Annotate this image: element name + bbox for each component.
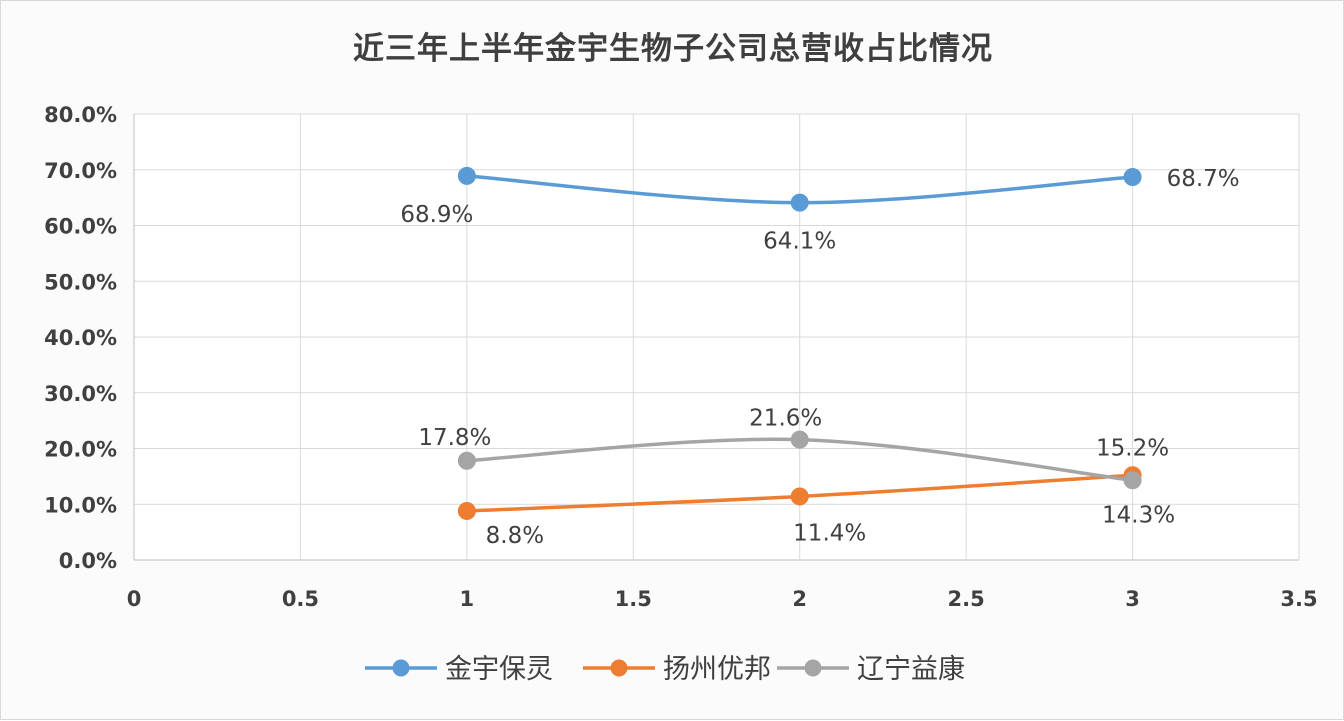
legend: 金宇保灵 扬州优邦 辽宁益康: [365, 654, 965, 685]
legend-item: 辽宁益康: [777, 654, 965, 685]
data-label: 17.8%: [418, 425, 491, 451]
x-tick-label: 3.5: [1280, 587, 1317, 611]
y-tick-label: 10.0%: [44, 493, 117, 517]
x-tick-label: 2: [792, 587, 807, 611]
legend-marker-icon: [392, 659, 410, 677]
grid-lines: [133, 113, 1300, 561]
data-point: [457, 451, 476, 470]
y-tick-label: 20.0%: [44, 438, 117, 462]
data-label: 8.8%: [486, 523, 544, 549]
data-label: 11.4%: [793, 520, 866, 546]
y-tick-label: 30.0%: [44, 382, 117, 406]
legend-label: 扬州优邦: [663, 654, 771, 685]
legend-marker-icon: [804, 659, 822, 677]
data-point: [1123, 167, 1142, 186]
data-label: 14.3%: [1102, 502, 1175, 528]
legend-marker-icon: [610, 659, 628, 677]
data-label: 68.7%: [1167, 166, 1240, 192]
axes: 0.0% 10.0% 20.0% 30.0% 40.0% 50.0% 60.0% 70.0% 8…: [44, 103, 1317, 611]
data-point: [1123, 471, 1142, 490]
data-point: [790, 193, 809, 212]
y-tick-label: 50.0%: [44, 270, 117, 294]
data-point: [790, 430, 809, 449]
y-tick-label: 70.0%: [44, 159, 117, 183]
x-tick-label: 3: [1125, 587, 1140, 611]
data-point: [790, 487, 809, 506]
x-tick-label: 0: [127, 587, 142, 611]
legend-label: 金宇保灵: [445, 654, 553, 685]
y-tick-label: 80.0%: [44, 103, 117, 127]
y-tick-label: 40.0%: [44, 326, 117, 350]
x-tick-label: 1: [460, 587, 475, 611]
y-tick-label: 60.0%: [44, 215, 117, 239]
legend-item: 金宇保灵: [365, 654, 553, 685]
series-lines: [457, 166, 1142, 520]
y-tick-label: 0.0%: [59, 549, 117, 573]
data-labels: 68.9% 64.1% 68.7% 8.8% 11.4% 15.2% 17.8% 21.6% 1…: [400, 166, 1239, 549]
data-label: 68.9%: [400, 202, 473, 228]
data-point: [457, 166, 476, 185]
x-tick-label: 0.5: [282, 587, 319, 611]
data-label: 21.6%: [749, 406, 822, 432]
legend-item: 扬州优邦: [583, 654, 771, 685]
chart-title: 近三年上半年金宇生物子公司总营收占比情况: [353, 31, 993, 67]
data-label: 15.2%: [1096, 435, 1169, 461]
legend-label: 辽宁益康: [857, 654, 965, 685]
x-tick-label: 1.5: [615, 587, 652, 611]
data-point: [457, 501, 476, 520]
x-tick-label: 2.5: [948, 587, 985, 611]
data-label: 64.1%: [763, 229, 836, 255]
